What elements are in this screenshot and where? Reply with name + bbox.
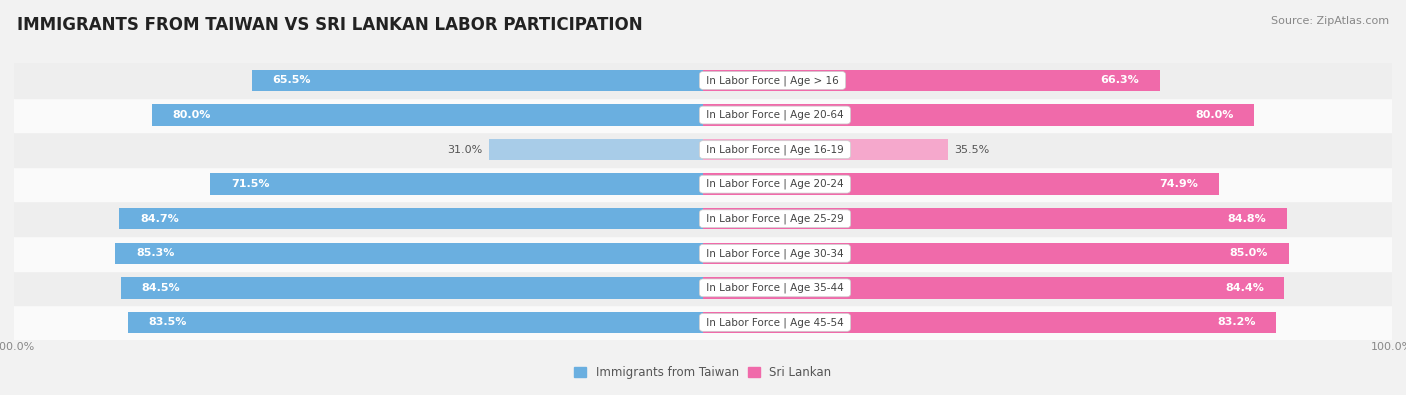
Text: 84.5%: 84.5% [142, 283, 180, 293]
Bar [152, 104, 703, 126]
Text: In Labor Force | Age 45-54: In Labor Force | Age 45-54 [703, 317, 846, 328]
Text: 84.4%: 84.4% [1225, 283, 1264, 293]
Text: In Labor Force | Age 16-19: In Labor Force | Age 16-19 [703, 144, 846, 155]
Text: In Labor Force | Age 35-44: In Labor Force | Age 35-44 [703, 282, 846, 293]
Text: 65.5%: 65.5% [273, 75, 311, 85]
Bar [703, 104, 1254, 126]
Text: 31.0%: 31.0% [447, 145, 482, 154]
Bar [14, 201, 1392, 236]
Text: 83.2%: 83.2% [1218, 318, 1256, 327]
Bar [14, 236, 1392, 271]
Bar [703, 277, 1285, 299]
Bar [211, 173, 703, 195]
Bar [14, 63, 1392, 98]
Text: 71.5%: 71.5% [231, 179, 270, 189]
Bar [14, 132, 1392, 167]
Legend: Immigrants from Taiwan, Sri Lankan: Immigrants from Taiwan, Sri Lankan [569, 361, 837, 384]
Text: 80.0%: 80.0% [173, 110, 211, 120]
Text: 85.0%: 85.0% [1230, 248, 1268, 258]
Bar [14, 98, 1392, 132]
Bar [115, 243, 703, 264]
Bar [703, 208, 1288, 229]
Text: 35.5%: 35.5% [955, 145, 990, 154]
Text: In Labor Force | Age 25-29: In Labor Force | Age 25-29 [703, 213, 846, 224]
Text: In Labor Force | Age > 16: In Labor Force | Age > 16 [703, 75, 842, 86]
Text: 83.5%: 83.5% [149, 318, 187, 327]
Bar [128, 312, 703, 333]
Bar [120, 208, 703, 229]
Bar [489, 139, 703, 160]
Bar [703, 70, 1160, 91]
Text: 84.7%: 84.7% [141, 214, 179, 224]
Bar [703, 139, 948, 160]
Bar [14, 271, 1392, 305]
Text: 84.8%: 84.8% [1227, 214, 1267, 224]
Text: In Labor Force | Age 20-24: In Labor Force | Age 20-24 [703, 179, 846, 190]
Text: Source: ZipAtlas.com: Source: ZipAtlas.com [1271, 16, 1389, 26]
Text: 74.9%: 74.9% [1160, 179, 1198, 189]
Text: In Labor Force | Age 20-64: In Labor Force | Age 20-64 [703, 110, 846, 120]
Text: 80.0%: 80.0% [1195, 110, 1233, 120]
Text: IMMIGRANTS FROM TAIWAN VS SRI LANKAN LABOR PARTICIPATION: IMMIGRANTS FROM TAIWAN VS SRI LANKAN LAB… [17, 16, 643, 34]
Text: 85.3%: 85.3% [136, 248, 174, 258]
Bar [252, 70, 703, 91]
Bar [14, 167, 1392, 201]
Text: In Labor Force | Age 30-34: In Labor Force | Age 30-34 [703, 248, 846, 259]
Bar [703, 173, 1219, 195]
Bar [703, 243, 1289, 264]
Bar [121, 277, 703, 299]
Text: 66.3%: 66.3% [1101, 75, 1139, 85]
Bar [14, 305, 1392, 340]
Bar [703, 312, 1277, 333]
